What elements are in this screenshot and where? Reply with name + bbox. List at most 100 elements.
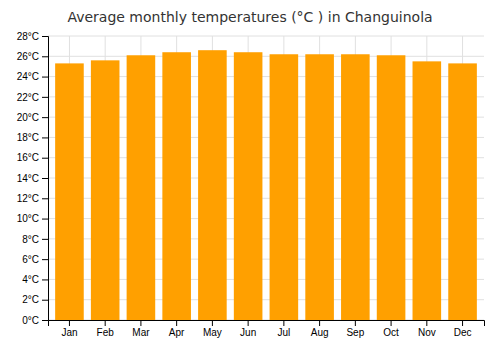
tick-mark xyxy=(42,77,48,78)
bar xyxy=(55,63,84,320)
tick: Jan xyxy=(61,320,77,338)
bar xyxy=(270,54,299,320)
y-axis: 0°C 2°C 4°C 6°C 8°C 10°C 12°C 14°C 16°C 18°C 20°C 2… xyxy=(17,31,49,326)
tick-mark xyxy=(391,320,392,326)
tick: 22°C xyxy=(17,92,48,103)
tick: 26°C xyxy=(17,51,48,62)
tick: Jul xyxy=(277,320,290,338)
bar xyxy=(341,54,370,320)
tick-label: Feb xyxy=(97,327,115,338)
tick: 8°C xyxy=(22,234,48,245)
tick: 10°C xyxy=(17,213,48,224)
tick-mark xyxy=(42,279,48,280)
tick-mark xyxy=(42,117,48,118)
tick-mark xyxy=(355,320,356,326)
tick-mark xyxy=(42,259,48,260)
chart: Jan Feb Mar Apr May Jun Jul Aug Sep Oct Nov Dec 0°C 2… xyxy=(0,0,500,350)
tick-mark xyxy=(42,36,48,37)
tick-label: 26°C xyxy=(17,51,39,62)
bar xyxy=(413,61,442,320)
tick-label: Dec xyxy=(454,327,472,338)
tick-label: 10°C xyxy=(17,213,39,224)
tick: 2°C xyxy=(22,294,48,305)
tick-label: Sep xyxy=(346,327,364,338)
bar xyxy=(448,63,477,320)
tick-label: 16°C xyxy=(17,152,39,163)
tick-label: 22°C xyxy=(17,92,39,103)
tick-label: Oct xyxy=(383,327,399,338)
x-axis: Jan Feb Mar Apr May Jun Jul Aug Sep Oct Nov Dec xyxy=(49,320,485,338)
tick-label: 14°C xyxy=(17,173,39,184)
tick-mark xyxy=(462,320,463,326)
tick-label: 6°C xyxy=(22,254,39,265)
tick-label: 20°C xyxy=(17,112,39,123)
tick: May xyxy=(203,320,222,338)
axis-line xyxy=(42,37,49,321)
tick: 24°C xyxy=(17,71,48,82)
tick: 12°C xyxy=(17,193,48,204)
tick-mark xyxy=(42,158,48,159)
tick: Dec xyxy=(454,320,472,338)
tick-mark xyxy=(319,320,320,326)
tick-label: 12°C xyxy=(17,193,39,204)
tick-mark xyxy=(212,320,213,326)
tick: 18°C xyxy=(17,132,48,143)
tick-mark xyxy=(140,320,141,326)
tick: Oct xyxy=(383,320,399,338)
tick: Feb xyxy=(97,320,115,338)
tick-label: May xyxy=(203,327,222,338)
tick-mark xyxy=(42,137,48,138)
tick-label: Jul xyxy=(277,327,290,338)
bar xyxy=(305,54,334,320)
tick-label: Mar xyxy=(132,327,150,338)
tick-mark xyxy=(248,320,249,326)
tick-label: 24°C xyxy=(17,71,39,82)
tick-mark xyxy=(42,198,48,199)
tick-mark xyxy=(105,320,106,326)
grid xyxy=(48,36,484,320)
bar xyxy=(162,52,191,320)
tick: Nov xyxy=(418,320,436,338)
tick: Mar xyxy=(132,320,150,338)
tick-label: Jan xyxy=(61,327,77,338)
tick-mark xyxy=(42,97,48,98)
tick-label: 8°C xyxy=(22,234,39,245)
tick-label: 2°C xyxy=(22,294,39,305)
tick-mark xyxy=(42,320,48,321)
tick-mark xyxy=(42,178,48,179)
tick-label: 0°C xyxy=(22,315,39,326)
tick-mark xyxy=(176,320,177,326)
tick: Aug xyxy=(311,320,329,338)
tick: 28°C xyxy=(17,31,48,42)
tick: Jun xyxy=(240,320,256,338)
tick-mark xyxy=(426,320,427,326)
plot: Jan Feb Mar Apr May Jun Jul Aug Sep Oct Nov Dec 0°C 2… xyxy=(17,31,485,338)
tick-mark xyxy=(69,320,70,326)
tick: 16°C xyxy=(17,152,48,163)
tick: 4°C xyxy=(22,274,48,285)
tick-label: Jun xyxy=(240,327,256,338)
bar xyxy=(377,55,406,320)
tick: 0°C xyxy=(22,315,48,326)
tick-mark xyxy=(42,239,48,240)
tick: Sep xyxy=(346,320,364,338)
tick-mark xyxy=(42,56,48,57)
tick: 6°C xyxy=(22,254,48,265)
title: Average monthly temperatures (°C ) in Ch… xyxy=(67,9,432,25)
bar xyxy=(91,60,120,320)
tick-label: Nov xyxy=(418,327,436,338)
tick: 20°C xyxy=(17,112,48,123)
grid-line-y xyxy=(48,36,484,37)
bar xyxy=(198,50,227,320)
tick-mark xyxy=(42,219,48,220)
tick-label: 4°C xyxy=(22,274,39,285)
grid-line-y xyxy=(48,56,484,57)
tick: 14°C xyxy=(17,173,48,184)
tick: Apr xyxy=(169,320,185,338)
tick-label: 28°C xyxy=(17,31,39,42)
tick-mark xyxy=(283,320,284,326)
axis-line xyxy=(49,321,485,327)
tick-mark xyxy=(42,300,48,301)
tick-label: Apr xyxy=(169,327,185,338)
tick-label: Aug xyxy=(311,327,329,338)
